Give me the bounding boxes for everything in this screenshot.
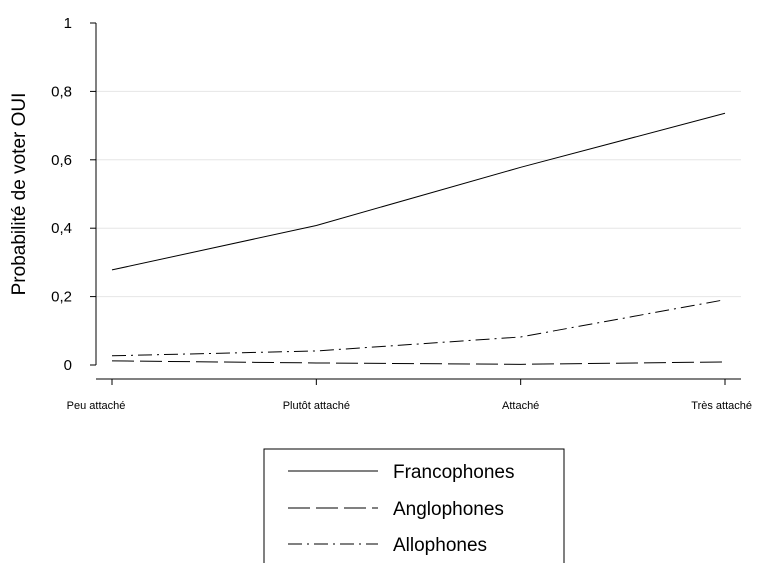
y-tick-label: 0,4 [51, 220, 72, 237]
legend: Francophones Anglophones Allophones [264, 449, 564, 563]
gridlines [96, 91, 741, 296]
legend-label: Anglophones [393, 499, 504, 520]
x-tick-label: Attaché [502, 400, 539, 412]
x-tick-label: Peu attaché [67, 400, 126, 412]
y-axis-title: Probabilité de voter OUI [9, 93, 30, 296]
series-line-francophones [112, 113, 725, 270]
legend-label: Allophones [393, 535, 487, 556]
y-tick-label: 0,8 [51, 83, 72, 100]
x-tick-label: Très attaché [691, 400, 752, 412]
series-lines [112, 113, 725, 364]
series-line-allophones [112, 300, 725, 356]
y-tick-label: 0,6 [51, 152, 72, 169]
legend-label: Francophones [393, 462, 514, 483]
y-tick-label: 0,2 [51, 289, 72, 306]
x-tick-label: Plutôt attaché [283, 400, 350, 412]
axes: 0 0,2 0,4 0,6 0,8 1 Peu attaché Plutôt attaché A… [51, 15, 752, 412]
y-tick-label: 0 [64, 357, 72, 374]
y-tick-label: 1 [64, 15, 72, 32]
series-line-anglophones [112, 361, 725, 364]
